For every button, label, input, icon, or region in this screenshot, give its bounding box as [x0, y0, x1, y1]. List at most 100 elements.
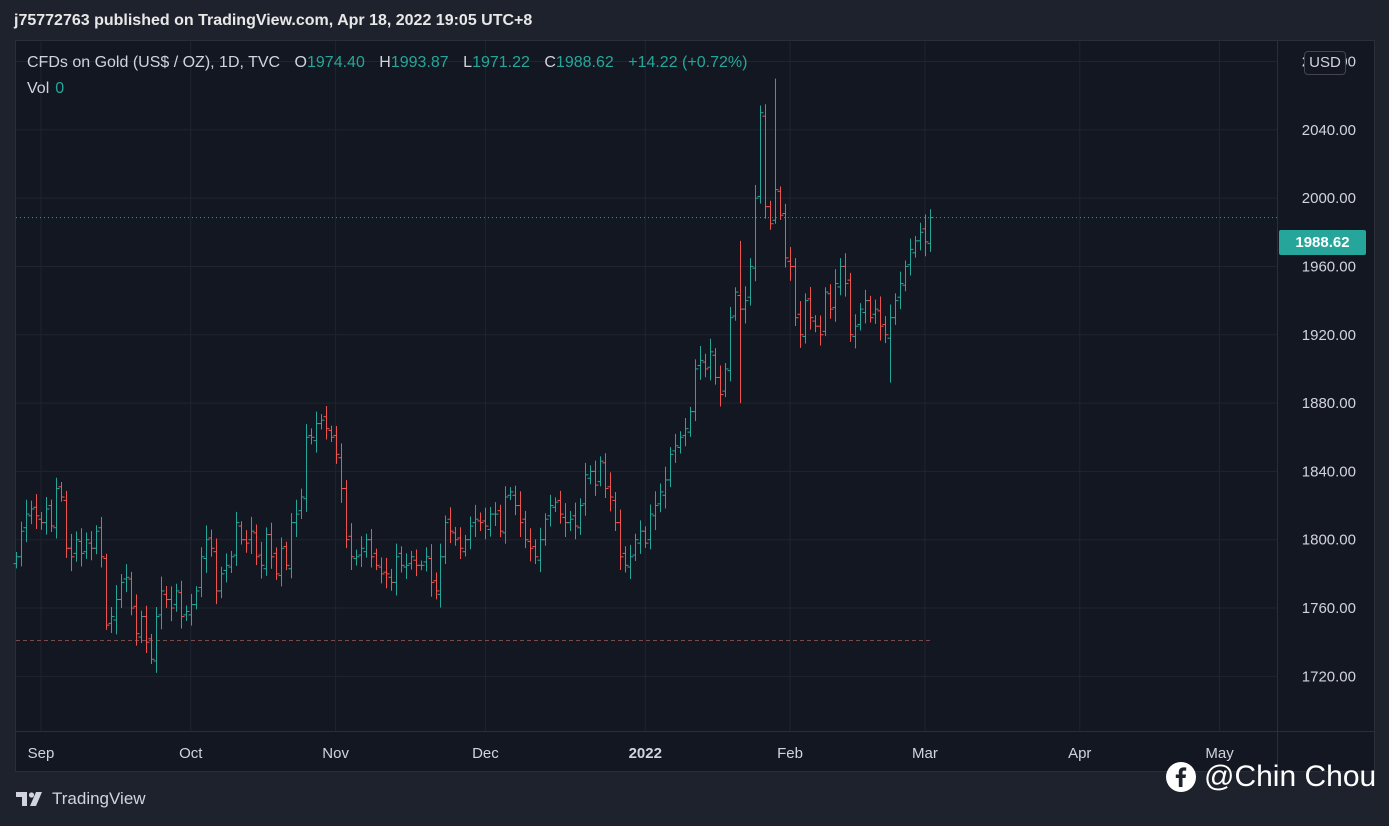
ohlc-bar — [418, 560, 425, 571]
publication-header: j75772763 published on TradingView.com, … — [14, 12, 533, 29]
x-tick-label: Sep — [28, 745, 55, 762]
ohlc-bar — [378, 557, 385, 584]
ohlc-bar — [542, 513, 549, 546]
ohlc-bar — [373, 548, 380, 571]
ohlc-bar — [413, 549, 420, 577]
ohlc-bar — [103, 553, 110, 630]
ohlc-bar — [772, 78, 779, 224]
x-tick-label: 2022 — [629, 745, 662, 762]
y-tick-label: 1800.00 — [1302, 532, 1356, 549]
ohlc-bar — [852, 314, 859, 349]
ohlc-bar — [832, 269, 839, 322]
ohlc-bar — [243, 530, 250, 553]
ohlc-bar — [168, 586, 175, 622]
ohlc-bar — [183, 605, 190, 621]
ohlc-bar — [58, 481, 65, 502]
ohlc-bar — [567, 510, 574, 532]
high-label: H — [379, 54, 391, 71]
ohlc-bar — [512, 485, 519, 516]
ohlc-bar — [13, 552, 20, 569]
y-tick-label: 1960.00 — [1302, 258, 1356, 275]
ohlc-bar — [118, 574, 125, 608]
ohlc-bar — [343, 480, 350, 549]
ohlc-bar — [747, 258, 754, 306]
ohlc-bar — [717, 365, 724, 407]
ohlc-bar — [867, 295, 874, 323]
ohlc-bar — [78, 528, 85, 567]
ohlc-bar — [612, 492, 619, 532]
ohlc-bar — [248, 516, 255, 555]
ohlc-bar — [313, 411, 320, 453]
ohlc-bar — [737, 240, 744, 404]
open-value: 1974.40 — [307, 54, 365, 71]
ohlc-bar — [283, 541, 290, 571]
ohlc-bar — [752, 184, 759, 282]
ohlc-bar — [33, 494, 40, 529]
tradingview-brand[interactable]: TradingView — [16, 789, 146, 809]
ohlc-bar — [902, 260, 909, 292]
low-label: L — [463, 54, 473, 71]
ohlc-bar — [398, 546, 405, 573]
ohlc-bar — [208, 529, 215, 557]
ohlc-bar — [787, 246, 794, 281]
ohlc-bar — [178, 580, 185, 629]
ohlc-bar — [428, 544, 435, 597]
ohlc-bar — [607, 472, 614, 512]
ohlc-bar — [462, 534, 469, 557]
ohlc-bar — [467, 516, 474, 550]
ohlc-bar — [912, 236, 919, 258]
currency-button[interactable]: USD — [1304, 51, 1346, 75]
ohlc-bar — [158, 576, 165, 630]
ohlc-bar — [507, 487, 514, 501]
ohlc-bar — [532, 539, 539, 564]
ohlc-bar — [547, 494, 554, 527]
ohlc-bar — [722, 362, 729, 398]
last-price-tag: 1988.62 — [1279, 230, 1366, 255]
ohlc-bar — [253, 524, 260, 566]
ohlc-bar — [128, 571, 135, 616]
ohlc-bar — [732, 287, 739, 321]
ohlc-bar — [163, 585, 170, 608]
watermark-text: @Chin Chou — [1204, 760, 1377, 793]
author-watermark: @Chin Chou — [1166, 760, 1376, 794]
ohlc-bar — [298, 488, 305, 520]
ohlc-bar — [43, 497, 50, 535]
ohlc-bar — [927, 209, 934, 252]
ohlc-bar — [228, 550, 235, 574]
ohlc-bar — [133, 594, 140, 646]
ohlc-bar — [647, 504, 654, 550]
ohlc-bar — [522, 510, 529, 549]
ohlc-bar — [872, 299, 879, 324]
ohlc-bar — [108, 607, 115, 633]
facebook-icon — [1166, 762, 1196, 792]
ohlc-bar — [502, 486, 509, 544]
x-tick-label: Dec — [472, 745, 499, 762]
ohlc-bar — [28, 500, 35, 525]
tradingview-logo-icon — [16, 792, 42, 806]
x-tick-label: May — [1205, 745, 1234, 762]
ohlc-bar — [637, 520, 644, 554]
vol-value: 0 — [55, 80, 65, 97]
ohlc-bar — [557, 490, 564, 524]
y-tick-label: 1760.00 — [1302, 600, 1356, 617]
ohlc-bar — [552, 497, 559, 513]
ohlc-bars — [13, 78, 934, 673]
ohlc-bar — [48, 499, 55, 533]
ohlc-bar — [672, 433, 679, 463]
ohlc-bar — [113, 585, 120, 635]
ohlc-bar — [442, 515, 449, 564]
ohlc-bar — [423, 547, 430, 572]
y-tick-label: 1840.00 — [1302, 463, 1356, 480]
ohlc-bar — [627, 544, 634, 579]
y-tick-label: 1720.00 — [1302, 668, 1356, 685]
ohlc-bar — [472, 504, 479, 537]
ohlc-bar — [572, 502, 579, 540]
ohlc-bar — [83, 532, 90, 559]
ohlc-bar — [173, 583, 180, 612]
ohlc-bar — [403, 553, 410, 579]
ohlc-bar — [792, 258, 799, 327]
ohlc-bar — [233, 511, 240, 566]
ohlc-bar — [742, 286, 749, 324]
ohlc-bar — [68, 533, 75, 572]
